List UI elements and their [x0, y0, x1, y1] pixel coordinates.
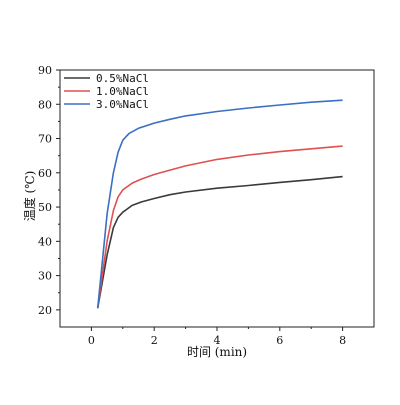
- x-tick-label: 4: [214, 334, 221, 347]
- legend-label-0: 0.5%NaCl: [96, 72, 149, 85]
- series-line-2: [96, 99, 343, 309]
- y-tick-label: 50: [38, 201, 52, 214]
- legend-label-2: 3.0%NaCl: [96, 98, 149, 111]
- y-tick-label: 60: [38, 167, 52, 180]
- y-tick-label: 90: [38, 64, 52, 77]
- ticks: 20 30 40 50 60 70 80 90 0 2 4 6 8: [38, 64, 346, 347]
- y-tick-label: 30: [38, 270, 52, 283]
- series-line-1: [96, 145, 343, 309]
- y-tick-label: 80: [38, 98, 52, 111]
- x-axis-title: 时间 (min): [187, 345, 247, 359]
- y-tick-label: 40: [38, 235, 52, 248]
- x-tick-label: 2: [151, 334, 158, 347]
- x-tick-label: 8: [339, 334, 346, 347]
- x-tick-label: 0: [88, 334, 95, 347]
- y-axis-title: 温度 (℃): [22, 171, 37, 222]
- y-tick-label: 70: [38, 133, 52, 146]
- series-line-0: [96, 175, 343, 309]
- legend-label-1: 1.0%NaCl: [96, 85, 149, 98]
- x-tick-label: 6: [276, 334, 283, 347]
- y-tick-label: 20: [38, 304, 52, 317]
- series-lines: [96, 99, 343, 309]
